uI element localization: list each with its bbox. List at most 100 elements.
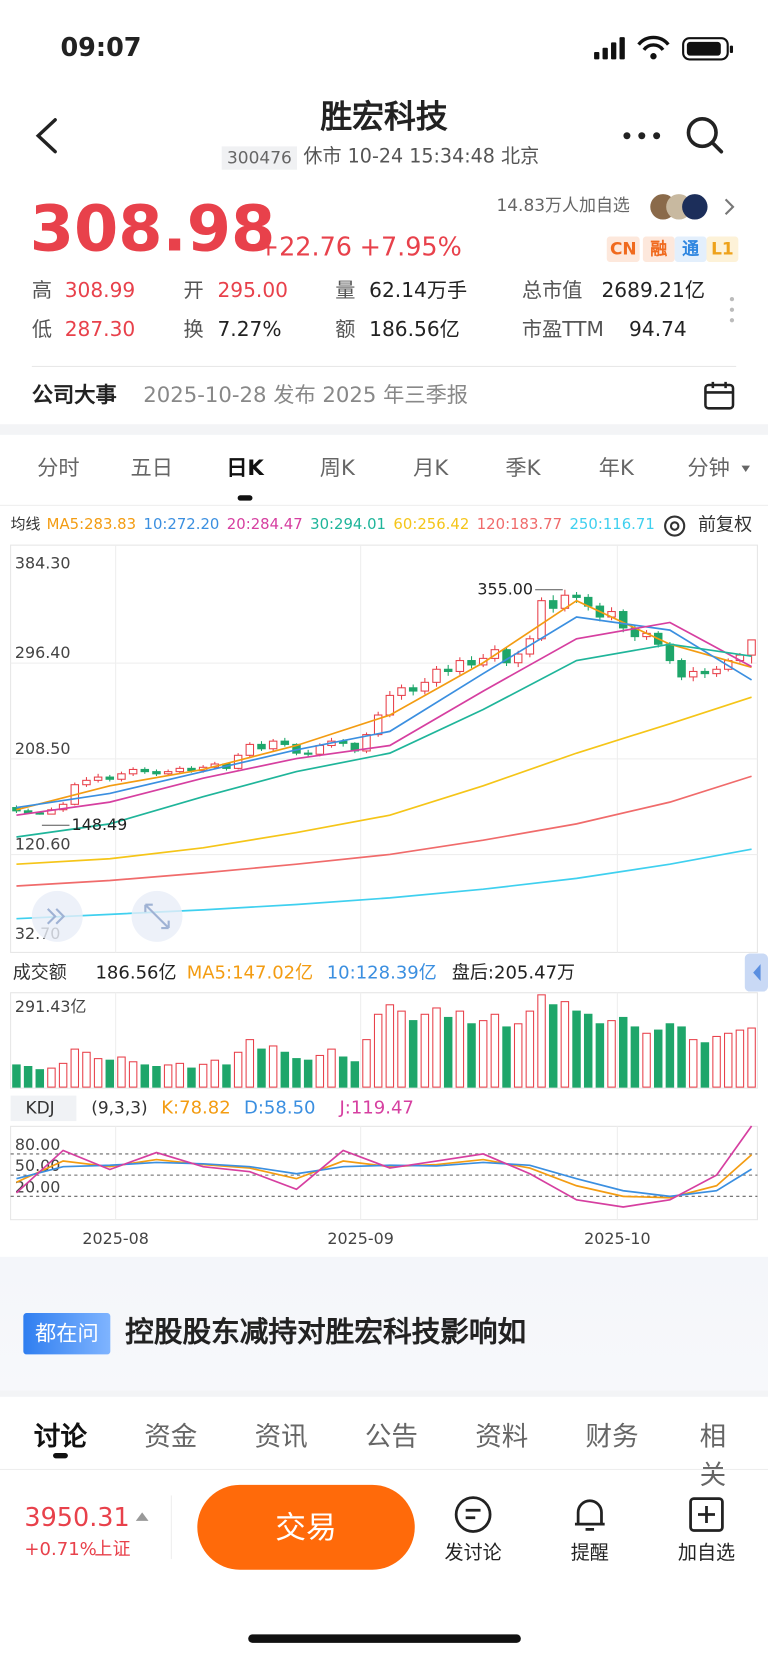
divider (0, 1468, 768, 1470)
period-tab[interactable]: 月K (413, 454, 449, 481)
volume-bar (163, 1064, 173, 1088)
alert-icon[interactable] (569, 1493, 611, 1535)
candle-body (443, 668, 453, 672)
index-value: 3950.31 (24, 1502, 130, 1533)
ma-legend-item: 250:116.71 (569, 516, 655, 534)
candle-body (268, 740, 278, 750)
candle-body (478, 657, 488, 666)
candle-body (408, 687, 418, 692)
volume-bar (630, 1026, 640, 1088)
x-tick-label: 2025-09 (327, 1229, 393, 1248)
volume-bar (303, 1059, 313, 1088)
period-tab[interactable]: 分时 (37, 454, 80, 481)
volume-bar (23, 1066, 33, 1088)
follower-avatars[interactable] (647, 191, 742, 223)
volume-current: 186.56亿 (95, 963, 176, 984)
search-button[interactable] (684, 115, 726, 157)
stat-label: 市盈TTM (521, 318, 604, 342)
candle-body (502, 649, 511, 664)
content-tab[interactable]: 资讯 (254, 1421, 308, 1452)
section-gap (0, 1390, 768, 1397)
ask-text[interactable]: 控股股东减持对胜宏科技影响如 (125, 1316, 527, 1350)
volume-bar (595, 1023, 605, 1088)
volume-bar (245, 1039, 255, 1088)
content-tab[interactable]: 财务 (585, 1421, 639, 1452)
stat-value: 308.99 (64, 278, 136, 303)
volume-bar (397, 1010, 406, 1088)
candle-body (712, 668, 721, 675)
divider (0, 504, 768, 506)
adjust-label[interactable]: 前复权 (698, 514, 753, 536)
content-tab[interactable]: 资金 (144, 1421, 198, 1452)
period-tab[interactable]: 五日 (130, 454, 173, 481)
candle-body (455, 660, 465, 672)
panel-frame (10, 992, 758, 1089)
volume-bar (583, 1013, 593, 1088)
y-tick-label: 20.00 (15, 1177, 61, 1196)
more-button[interactable] (621, 125, 663, 146)
tab-indicator (53, 1453, 68, 1459)
volume-bar (70, 1048, 80, 1088)
candle-body (513, 653, 523, 664)
content-tab[interactable]: 公告 (364, 1421, 418, 1452)
volume-bar (268, 1045, 278, 1088)
candle-body (747, 639, 756, 656)
ma-legend-item: 20:284.47 (226, 516, 303, 534)
action-label[interactable]: 提醒 (570, 1542, 609, 1565)
content-tab[interactable]: 讨论 (33, 1421, 87, 1452)
stat-value: 2689.21亿 (601, 278, 705, 303)
volume-bar (478, 1020, 488, 1088)
expand-button[interactable] (31, 890, 83, 942)
period-tab[interactable]: 季K (505, 454, 541, 481)
status-icons (594, 35, 734, 61)
adjust-icon[interactable] (662, 513, 687, 538)
candle-body (397, 687, 406, 696)
ask-card[interactable] (0, 1256, 768, 1391)
action-label[interactable]: 加自选 (677, 1542, 736, 1565)
volume-bar (280, 1051, 290, 1088)
candle-body (187, 767, 196, 772)
ma-legend: 均线 MA5:283.83 10:272.20 20:284.47 30:294.01 6… (11, 518, 663, 533)
volume-bar (47, 1067, 56, 1088)
volume-bar (128, 1061, 138, 1088)
ma-legend-item: 10:272.20 (143, 516, 220, 534)
volume-bar (222, 1064, 231, 1088)
badge: 通 (674, 236, 707, 262)
candle-body (152, 771, 161, 775)
volume-bar (677, 1026, 686, 1088)
kdj-legend-item: K:78.82 (161, 1097, 230, 1118)
stat-label: 换 (183, 318, 204, 342)
period-tab[interactable]: 分钟 (687, 454, 730, 481)
period-tab[interactable]: 日K (226, 454, 264, 481)
candle-body (665, 643, 675, 662)
stat-value: 186.56亿 (369, 318, 460, 342)
side-handle[interactable] (744, 953, 768, 992)
volume-bar (513, 1023, 523, 1088)
discuss-icon[interactable] (452, 1493, 494, 1535)
volume-bar (35, 1069, 45, 1088)
period-tab[interactable]: 周K (319, 454, 355, 481)
back-button[interactable] (32, 117, 64, 155)
y-tick-label: 120.60 (15, 835, 71, 854)
content-tab[interactable]: 相关 (699, 1421, 727, 1491)
candle-body (105, 776, 115, 780)
content-tab[interactable]: 资料 (475, 1421, 529, 1452)
more-stats[interactable] (728, 295, 736, 327)
watchlist-icon[interactable] (685, 1493, 727, 1535)
status-time: 09:07 (60, 32, 142, 63)
calendar-icon[interactable] (702, 379, 736, 413)
candle-body (548, 600, 558, 609)
kdj-legend-item: J:119.47 (338, 1097, 413, 1118)
event-text[interactable]: 2025-10-28 发布 2025 年三季报 (143, 381, 469, 408)
candle-body (467, 660, 476, 666)
action-label[interactable]: 发讨论 (444, 1542, 502, 1565)
high-label: 355.00 (477, 579, 533, 598)
period-tab[interactable]: 年K (598, 454, 634, 481)
kdj-title-bg (10, 1095, 77, 1122)
volume-bar (642, 1032, 651, 1088)
volume-bar (82, 1051, 91, 1088)
trade-button[interactable]: 交易 (197, 1484, 415, 1570)
candle-body (315, 744, 325, 755)
